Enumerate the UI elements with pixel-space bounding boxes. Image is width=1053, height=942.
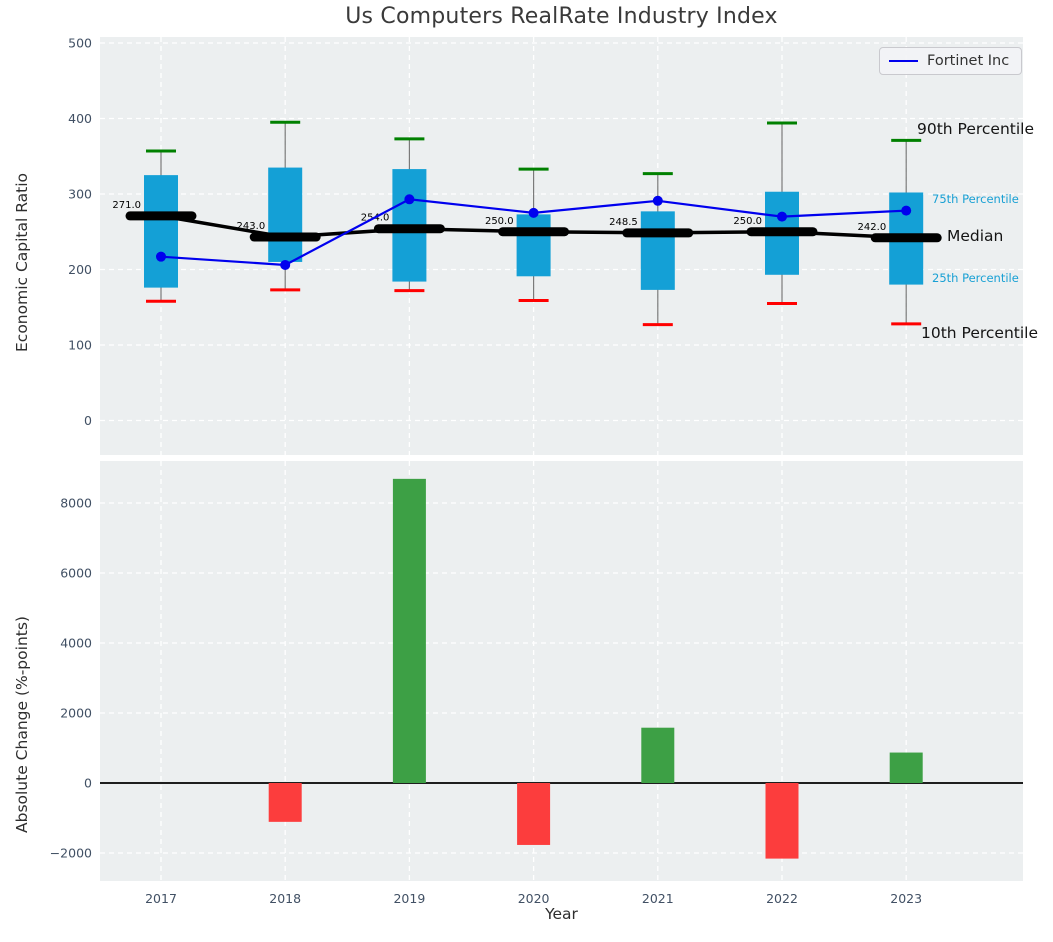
bottom-y-tick: 2000 bbox=[60, 706, 92, 721]
fortinet-point-2017 bbox=[156, 251, 166, 262]
x-tick-year: 2019 bbox=[393, 891, 425, 906]
annotation-75th-percentile: 75th Percentile bbox=[932, 192, 1019, 206]
iqr-box-2017 bbox=[144, 175, 178, 288]
fortinet-point-2020 bbox=[528, 207, 539, 218]
x-tick-year: 2017 bbox=[145, 891, 177, 906]
annotation-25th-percentile: 25th Percentile bbox=[932, 271, 1019, 285]
bottom-y-tick: −2000 bbox=[50, 846, 92, 861]
fortinet-point-2021 bbox=[652, 195, 663, 206]
bottom-y-tick: 0 bbox=[84, 776, 92, 791]
change-bars bbox=[268, 478, 923, 859]
x-tick-year: 2021 bbox=[642, 891, 674, 906]
bar-2021 bbox=[641, 727, 675, 783]
median-value-label-2023: 242.0 bbox=[858, 222, 887, 233]
top-y-tick: 0 bbox=[84, 413, 92, 428]
bottom-plot-area bbox=[100, 461, 1023, 881]
bar-2018 bbox=[268, 783, 302, 822]
top-y-tick: 300 bbox=[68, 187, 92, 202]
bottom-y-tick: 4000 bbox=[60, 636, 92, 651]
annotation-90th-percentile: 90th Percentile bbox=[917, 120, 1035, 138]
x-tick-year: 2022 bbox=[766, 891, 798, 906]
iqr-box-2021 bbox=[640, 211, 675, 290]
bottom-y-tick: 8000 bbox=[60, 496, 92, 511]
bar-2020 bbox=[517, 783, 551, 845]
legend-line-sample bbox=[889, 60, 918, 62]
bar-2019 bbox=[392, 478, 426, 783]
bar-2022 bbox=[765, 783, 799, 859]
top-y-tick: 200 bbox=[68, 262, 92, 277]
tick-labels: 0 100 200 300 400 500 −2000 0 2000 4000 6000 8000 20… bbox=[50, 36, 922, 907]
fortinet-markers bbox=[156, 194, 912, 270]
top-y-tick: 400 bbox=[68, 111, 92, 126]
median-value-label-2022: 250.0 bbox=[733, 216, 762, 227]
median-value-label-2018: 243.0 bbox=[237, 221, 266, 232]
legend-label: Fortinet Inc bbox=[927, 53, 1010, 69]
annotation-median: Median bbox=[947, 227, 1004, 245]
x-tick-year: 2023 bbox=[890, 891, 922, 906]
bottom-y-tick: 6000 bbox=[60, 566, 92, 581]
fortinet-point-2019 bbox=[404, 194, 415, 205]
top-y-axis-label: Economic Capital Ratio bbox=[13, 172, 31, 352]
top-y-tick: 100 bbox=[68, 338, 92, 353]
x-axis-label: Year bbox=[545, 905, 578, 923]
bar-2023 bbox=[889, 752, 923, 783]
median-value-label-2021: 248.5 bbox=[609, 217, 638, 228]
bottom-y-axis-label: Absolute Change (%-points) bbox=[13, 616, 31, 833]
chart-title: Us Computers RealRate Industry Index bbox=[345, 4, 778, 29]
legend: Fortinet Inc bbox=[879, 47, 1023, 75]
iqr-box-2020 bbox=[516, 214, 551, 277]
top-plot-area bbox=[100, 37, 1023, 455]
annotation-10th-percentile: 10th Percentile bbox=[921, 324, 1039, 342]
median-value-label-2017: 271.0 bbox=[112, 200, 141, 211]
fortinet-point-2018 bbox=[280, 259, 291, 270]
plot-backgrounds bbox=[100, 37, 1023, 881]
iqr-box-2018 bbox=[268, 167, 303, 262]
median-value-label-2020: 250.0 bbox=[485, 216, 514, 227]
top-y-tick: 500 bbox=[68, 36, 92, 51]
x-tick-year: 2018 bbox=[269, 891, 301, 906]
fortinet-point-2022 bbox=[777, 211, 787, 222]
x-tick-year: 2020 bbox=[518, 891, 550, 906]
fortinet-point-2023 bbox=[901, 205, 912, 216]
